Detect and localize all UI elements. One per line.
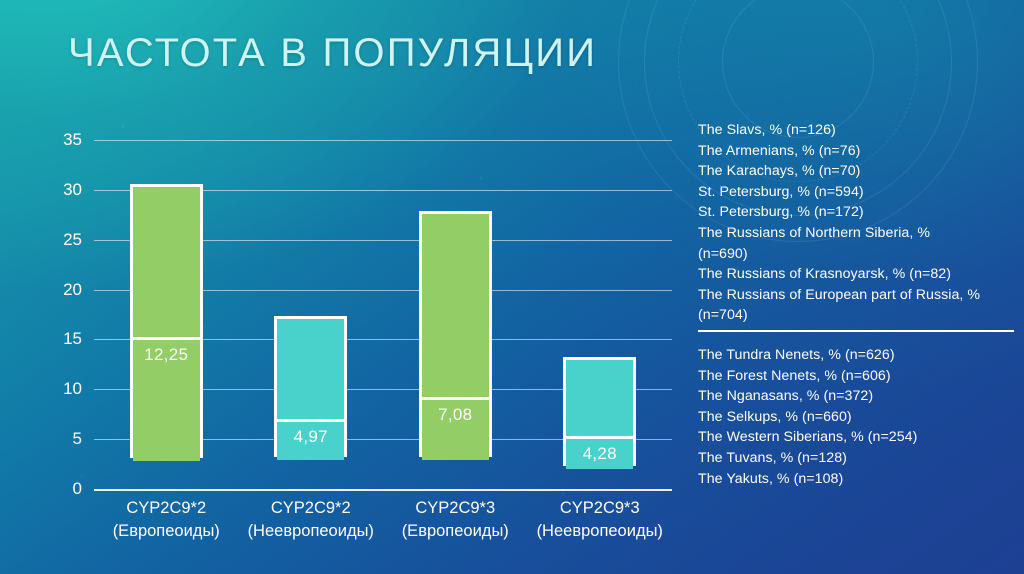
x-axis-category-line: CYP2C9*2 bbox=[270, 499, 351, 517]
y-axis-tick-label: 0 bbox=[72, 479, 82, 498]
legend-item: The Forest Nenets, % (n=606) bbox=[698, 367, 891, 384]
y-axis-tick-label: 25 bbox=[63, 229, 82, 249]
bar-segment-upper bbox=[277, 319, 345, 420]
bar-segment-upper bbox=[421, 213, 489, 398]
legend-item: The Selkups, % (n=660) bbox=[698, 408, 852, 425]
bar-segment-upper bbox=[566, 360, 634, 437]
y-axis-tick-label: 30 bbox=[63, 179, 82, 199]
gridline bbox=[94, 389, 672, 391]
legend-item: The Russians of Krasnoyarsk, % (n=82) bbox=[698, 266, 951, 283]
legend-item: The Slavs, % (n=126) bbox=[698, 122, 836, 138]
plot-area: 12,25 4,97 7,08 4,28 bbox=[94, 140, 672, 491]
gridline bbox=[94, 339, 672, 341]
page-title: ЧАСТОТА В ПОПУЛЯЦИИ bbox=[68, 31, 598, 75]
gridline bbox=[94, 239, 672, 241]
bar-4[interactable]: 4,28 bbox=[563, 357, 637, 470]
legend-item: (n=704) bbox=[698, 307, 748, 324]
x-axis-category-label: CYP2C9*3 (Европеоиды) bbox=[383, 497, 528, 567]
bar-segment-upper bbox=[132, 186, 200, 338]
legend-item: The Russians of European part of Russia,… bbox=[698, 286, 981, 303]
legend-item: The Tuvans, % (n=128) bbox=[698, 449, 847, 466]
legend: The Slavs, % (n=126) The Armenians, % (n=… bbox=[698, 120, 1014, 489]
legend-item: The Yakuts, % (n=108) bbox=[698, 470, 844, 487]
legend-item: The Western Siberians, % (n=254) bbox=[698, 429, 918, 446]
bar-value-label: 4,28 bbox=[582, 444, 617, 464]
bar-1[interactable]: 12,25 bbox=[129, 183, 203, 462]
legend-group-europeans: The Slavs, % (n=126) The Armenians, % (n=… bbox=[698, 120, 1014, 326]
y-axis-labels: 35 30 25 20 15 10 5 0 bbox=[0, 0, 94, 574]
y-axis-tick-label: 10 bbox=[63, 379, 82, 399]
legend-item: The Nganasans, % (n=372) bbox=[698, 388, 874, 405]
legend-item: The Tundra Nenets, % (n=626) bbox=[698, 346, 895, 363]
x-axis-category-line: (Неевропеоиды) bbox=[247, 522, 374, 540]
legend-item: St. Petersburg, % (n=594) bbox=[698, 183, 864, 200]
x-axis-category-line: CYP2C9*2 bbox=[126, 499, 207, 517]
x-axis-category-label: CYP2C9*2 (Европеоиды) bbox=[94, 497, 239, 567]
legend-divider bbox=[698, 329, 1014, 332]
gridline bbox=[94, 140, 672, 141]
bar-segment-lower: 4,28 bbox=[566, 436, 634, 470]
bar-value-label: 4,97 bbox=[293, 427, 328, 447]
bar-segment-lower: 12,25 bbox=[132, 337, 200, 462]
bar-value-label: 12,25 bbox=[144, 345, 189, 365]
x-axis-labels: CYP2C9*2 (Европеоиды) CYP2C9*2 (Неевропеоид… bbox=[94, 497, 672, 567]
gridline bbox=[94, 189, 672, 191]
y-axis-tick-label: 5 bbox=[72, 429, 82, 449]
legend-item: The Russians of Northern Siberia, % bbox=[698, 224, 931, 241]
x-axis-line bbox=[94, 489, 672, 491]
bar-segment-lower: 4,97 bbox=[277, 419, 345, 461]
y-axis-tick-label: 15 bbox=[63, 329, 82, 349]
bar-segment-lower: 7,08 bbox=[421, 397, 489, 461]
x-axis-category-label: CYP2C9*2 (Неевропеоиды) bbox=[239, 497, 384, 567]
y-axis-tick-label: 20 bbox=[63, 279, 82, 299]
gridline bbox=[94, 289, 672, 291]
legend-item: (n=690) bbox=[698, 245, 748, 262]
x-axis-category-line: CYP2C9*3 bbox=[415, 499, 496, 517]
legend-item: The Karachays, % (n=70) bbox=[698, 163, 861, 180]
x-axis-category-line: CYP2C9*3 bbox=[559, 499, 640, 517]
bar-3[interactable]: 7,08 bbox=[418, 210, 492, 461]
legend-item: The Armenians, % (n=76) bbox=[698, 142, 861, 159]
bar-chart: 35 30 25 20 15 10 5 0 12,25 4,97 7,08 4,28 bbox=[0, 0, 672, 574]
x-axis-category-label: CYP2C9*3 (Неевропеоиды) bbox=[528, 497, 673, 567]
bar-2[interactable]: 4,97 bbox=[274, 316, 348, 461]
x-axis-category-line: (Европеоиды) bbox=[112, 522, 220, 540]
bar-value-label: 7,08 bbox=[438, 405, 473, 425]
x-axis-category-line: (Неевропеоиды) bbox=[536, 522, 663, 540]
x-axis-category-line: (Европеоиды) bbox=[401, 522, 509, 540]
legend-group-non-europeans: The Tundra Nenets, % (n=626) The Forest N… bbox=[698, 345, 1014, 489]
y-axis-tick-label: 35 bbox=[63, 130, 82, 149]
gridline bbox=[94, 439, 672, 441]
legend-item: St. Petersburg, % (n=172) bbox=[698, 204, 864, 221]
